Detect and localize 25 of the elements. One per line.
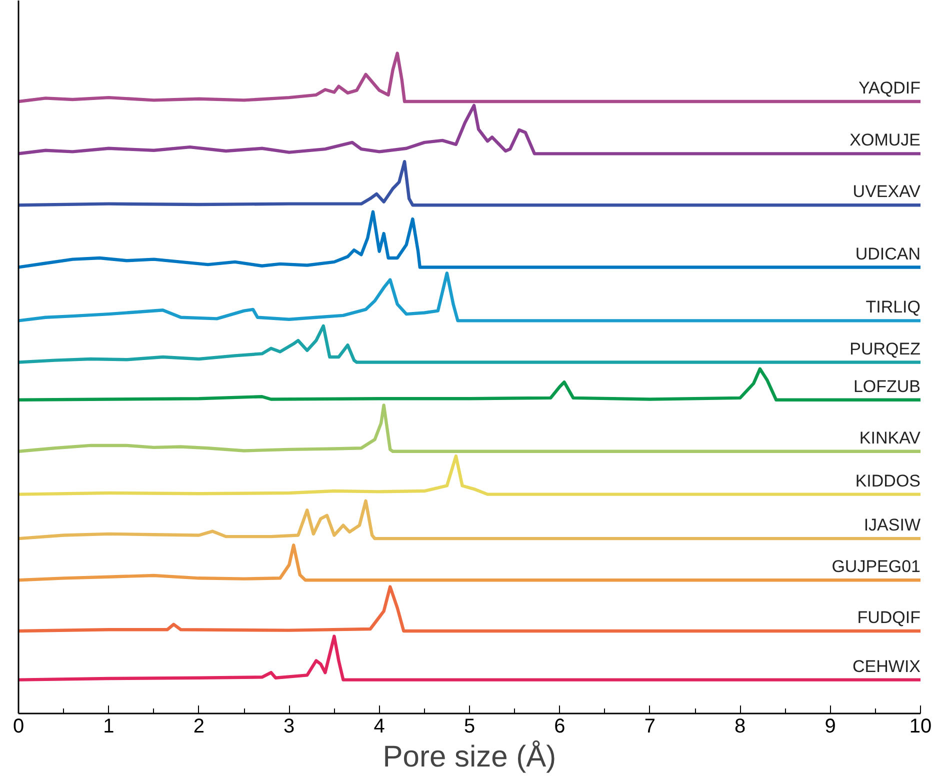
x-tick-label: 8: [734, 716, 746, 738]
x-tick-label: 6: [554, 716, 566, 738]
x-axis-title: Pore size (Å): [382, 740, 556, 774]
x-tick-label: 4: [374, 716, 385, 738]
x-tick-label: 10: [909, 716, 932, 738]
series-label: TIRLIQ: [866, 298, 921, 317]
series-label: UVEXAV: [852, 182, 922, 202]
x-tick-label: 5: [464, 716, 476, 738]
x-tick-label: 3: [284, 716, 295, 738]
x-tick-label: 7: [644, 716, 656, 738]
series-label: IJASIW: [864, 516, 920, 535]
series-label: YAQDIF: [858, 78, 921, 98]
series-label: CEHWIX: [852, 656, 920, 676]
series-label: KINKAV: [859, 428, 922, 448]
x-tick-label: 9: [824, 716, 836, 738]
series-label: KIDDOS: [855, 471, 921, 490]
x-tick-label: 2: [193, 716, 204, 738]
series-label: UDICAN: [855, 244, 920, 264]
series-label: PURQEZ: [850, 339, 921, 358]
series-label: XOMUJE: [850, 130, 921, 150]
x-tick-label: 1: [103, 716, 114, 738]
series-label: GUJPEG01: [832, 557, 920, 576]
series-label: FUDQIF: [857, 608, 921, 628]
x-tick-label: 0: [12, 716, 24, 738]
series-label: LOFZUB: [853, 376, 920, 396]
